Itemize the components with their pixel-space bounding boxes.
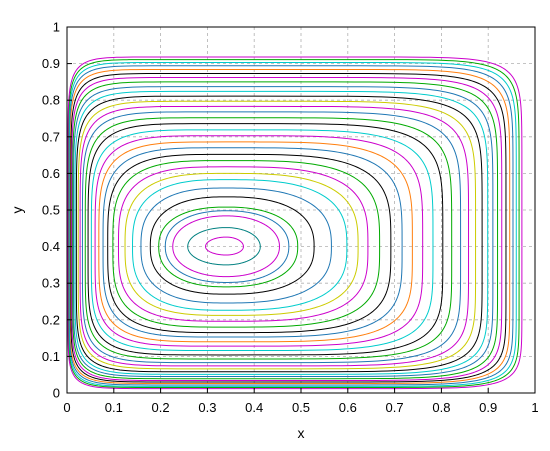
- streamline-curve: [90, 129, 434, 352]
- x-tick-label: 0.7: [386, 400, 404, 415]
- y-tick-label: 0.7: [42, 129, 60, 144]
- grid: [67, 27, 535, 393]
- x-tick-label: 0.1: [105, 400, 123, 415]
- streamline-curve: [81, 111, 462, 364]
- x-tick-label: 0.8: [432, 400, 450, 415]
- streamline-curve: [158, 206, 299, 288]
- x-tick-label: 0.9: [479, 400, 497, 415]
- streamline-curve: [187, 227, 261, 266]
- streamline-curve: [79, 105, 470, 367]
- streamline-curve: [98, 141, 413, 343]
- x-tick-label: 0.5: [292, 400, 310, 415]
- streamline-curve: [132, 179, 348, 311]
- x-tick-label: 0.2: [152, 400, 170, 415]
- streamline-curve: [87, 123, 444, 356]
- streamline-curve: [74, 90, 489, 375]
- streamline-curve: [164, 210, 290, 283]
- streamline-curve: [107, 153, 392, 334]
- streamline-curve: [124, 172, 359, 316]
- y-axis-label: y: [9, 207, 25, 214]
- y-tick-label: 0.2: [42, 312, 60, 327]
- streamline-curve: [172, 215, 280, 278]
- y-tick-label: 0.5: [42, 203, 60, 218]
- y-tick-label: 1: [53, 20, 60, 35]
- x-axis-label: x: [298, 425, 305, 441]
- streamline-curve: [117, 166, 369, 322]
- streamline-curve: [77, 100, 477, 370]
- y-tick-label: 0.3: [42, 276, 60, 291]
- streamline-curve: [73, 86, 494, 378]
- y-tick-label: 0.9: [42, 56, 60, 71]
- x-tick-label: 0: [63, 400, 70, 415]
- y-tick-label: 0.6: [42, 166, 60, 181]
- y-tick-label: 0.8: [42, 93, 60, 108]
- x-tick-label: 1: [531, 400, 538, 415]
- y-tick-label: 0: [53, 386, 60, 401]
- y-tick-label: 0.1: [42, 349, 60, 364]
- streamline-curve: [72, 81, 499, 380]
- streamline-curve: [75, 95, 483, 373]
- streamline-curve: [84, 117, 453, 360]
- streamline-curve: [140, 187, 332, 304]
- streamline-curve: [205, 236, 244, 256]
- y-tick-label: 0.4: [42, 239, 60, 254]
- x-tick-label: 0.6: [339, 400, 357, 415]
- x-tick-label: 0.4: [245, 400, 263, 415]
- streamline-curve: [94, 135, 424, 347]
- streamline-curve: [102, 147, 403, 338]
- axis-ticks: 0 0.1 0.2 0.3 0.4 0.5 0.6 0.7 0.8 0.9 1 0 0.1 0.2 0.3 0…: [42, 20, 539, 416]
- streamline-curve: [149, 196, 315, 295]
- x-tick-label: 0.3: [198, 400, 216, 415]
- streamline-curve: [112, 160, 381, 328]
